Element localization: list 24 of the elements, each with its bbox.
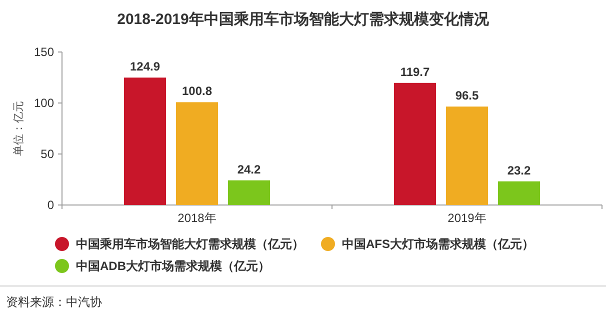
bar xyxy=(228,180,270,205)
data-label: 23.2 xyxy=(507,163,531,178)
data-label: 100.8 xyxy=(182,84,212,98)
legend-label: 中国ADB大灯市场需求规模（亿元） xyxy=(76,259,270,273)
chart-title: 2018-2019年中国乘用车市场智能大灯需求规模变化情况 xyxy=(117,10,490,28)
y-tick-label: 0 xyxy=(47,198,54,212)
text: 资料来源：中汽协 xyxy=(6,295,102,309)
data-label: 119.7 xyxy=(400,64,430,79)
legend-label: 中国乘用车市场智能大灯需求规模（亿元） xyxy=(76,237,304,251)
data-label: 24.2 xyxy=(237,162,261,176)
y-axis-title: 单位：亿元 xyxy=(12,101,25,156)
x-tick-label: 2019年 xyxy=(448,211,486,225)
y-tick-label: 50 xyxy=(40,147,54,161)
bar xyxy=(394,82,436,205)
x-tick-label: 2018年 xyxy=(178,211,216,225)
bar xyxy=(498,181,540,205)
data-label: 124.9 xyxy=(130,60,160,74)
y-tick-label: 100 xyxy=(34,96,54,110)
y-tick-label: 150 xyxy=(34,45,54,59)
legend-label: 中国AFS大灯市场需求规模（亿元） xyxy=(342,237,534,251)
bar xyxy=(124,78,166,205)
bar xyxy=(176,102,218,205)
data-label: 96.5 xyxy=(455,88,479,103)
bar xyxy=(446,106,488,205)
